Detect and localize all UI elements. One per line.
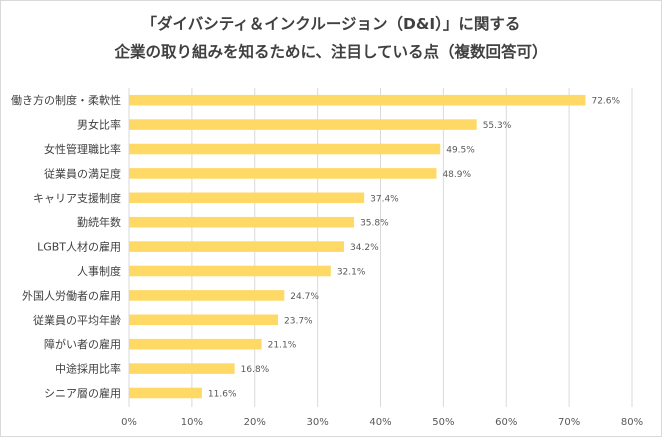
bar-1	[129, 119, 477, 130]
category-label-3: 従業員の満足度	[44, 166, 121, 180]
x-tick-label-60: 60%	[495, 417, 517, 428]
chart-title: 「ダイバシティ＆インクルージョン（D&I）」に関する 企業の取り組みを知るために…	[0, 10, 662, 66]
value-label-7: 32.1%	[337, 268, 366, 278]
category-label-5: 勤続年数	[77, 215, 121, 229]
value-label-10: 21.1%	[268, 341, 297, 351]
category-label-6: LGBT人材の雇用	[37, 240, 121, 254]
bar-12	[129, 387, 202, 399]
category-label-12: シニア層の雇用	[44, 386, 121, 400]
bar-4	[129, 192, 365, 204]
category-label-10: 障がい者の雇用	[44, 337, 121, 351]
x-tick-label-80: 80%	[621, 417, 643, 428]
bar-11	[129, 363, 235, 374]
value-label-5: 35.8%	[360, 219, 389, 229]
category-label-11: 中途採用比率	[55, 362, 121, 376]
value-label-6: 34.2%	[350, 243, 379, 253]
value-label-11: 16.8%	[241, 365, 270, 375]
bar-9	[129, 314, 279, 326]
bar-2	[129, 143, 441, 155]
x-tick-label-50: 50%	[432, 417, 454, 428]
bar-8	[129, 290, 285, 301]
chart-title-line-1: 「ダイバシティ＆インクルージョン（D&I）」に関する	[141, 15, 521, 33]
bar-7	[129, 265, 331, 277]
category-label-9: 従業員の平均年齢	[33, 313, 121, 327]
x-tick-label-0: 0%	[121, 417, 137, 428]
value-label-0: 72.6%	[591, 97, 620, 107]
x-tick-label-30: 30%	[307, 417, 329, 428]
category-label-2: 女性管理職比率	[44, 142, 121, 156]
value-label-4: 37.4%	[370, 194, 399, 204]
bar-3	[129, 168, 437, 179]
category-label-0: 働き方の制度・柔軟性	[11, 93, 121, 107]
bar-6	[129, 241, 345, 252]
x-tick-label-20: 20%	[244, 417, 266, 428]
bar-5	[129, 216, 355, 228]
value-label-12: 11.6%	[208, 390, 237, 400]
category-label-7: 人事制度	[77, 264, 121, 278]
value-label-1: 55.3%	[483, 121, 512, 131]
x-tick-label-40: 40%	[369, 417, 391, 428]
value-label-8: 24.7%	[290, 292, 319, 302]
value-label-9: 23.7%	[284, 316, 313, 326]
value-label-2: 49.5%	[446, 146, 475, 156]
category-label-1: 男女比率	[77, 118, 121, 132]
bar-10	[129, 338, 262, 350]
x-tick-label-10: 10%	[181, 417, 203, 428]
value-label-3: 48.9%	[442, 170, 471, 180]
category-label-4: キャリア支援制度	[33, 191, 121, 205]
x-tick-label-70: 70%	[558, 417, 580, 428]
category-label-8: 外国人労働者の雇用	[22, 288, 121, 302]
bar-0	[129, 94, 586, 106]
chart-title-line-2: 企業の取り組みを知るために、注目している点（複数回答可）	[114, 43, 548, 61]
